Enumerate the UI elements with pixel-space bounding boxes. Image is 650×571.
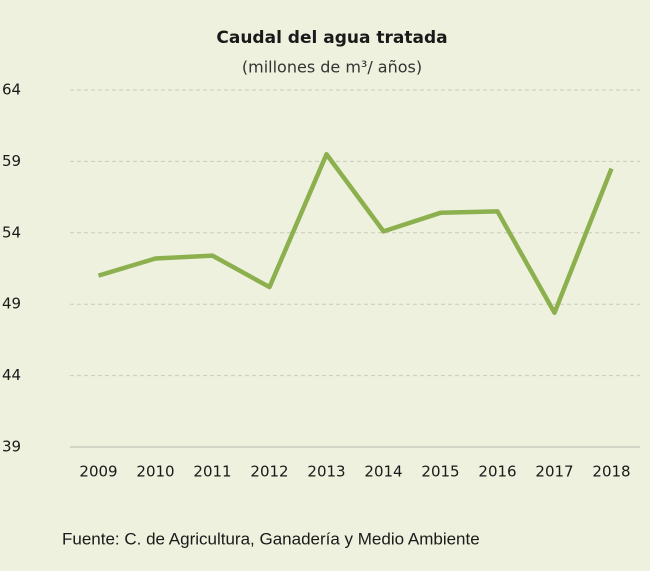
chart-subtitle: (millones de m³/ años) bbox=[242, 58, 422, 77]
y-tick-label: 39 bbox=[2, 438, 21, 456]
x-tick-label: 2014 bbox=[364, 463, 402, 481]
data-line bbox=[97, 152, 614, 316]
x-tick-label: 2011 bbox=[193, 463, 231, 481]
x-tick-label: 2016 bbox=[478, 463, 516, 481]
chart-title: Caudal del agua tratada bbox=[216, 28, 447, 48]
x-tick-label: 2013 bbox=[307, 463, 345, 481]
x-tick-label: 2012 bbox=[250, 463, 288, 481]
x-tick-label: 2017 bbox=[535, 463, 573, 481]
y-tick-label: 54 bbox=[2, 223, 21, 241]
x-tick-label: 2015 bbox=[421, 463, 459, 481]
x-tick-label: 2018 bbox=[592, 463, 630, 481]
y-tick-label: 49 bbox=[2, 295, 21, 313]
y-tick-label: 59 bbox=[2, 152, 21, 170]
x-tick-label: 2009 bbox=[79, 463, 117, 481]
x-tick-label: 2010 bbox=[136, 463, 174, 481]
source-note: Fuente: C. de Agricultura, Ganadería y M… bbox=[62, 529, 480, 548]
y-tick-label: 64 bbox=[2, 81, 21, 99]
y-tick-label: 44 bbox=[2, 366, 21, 384]
